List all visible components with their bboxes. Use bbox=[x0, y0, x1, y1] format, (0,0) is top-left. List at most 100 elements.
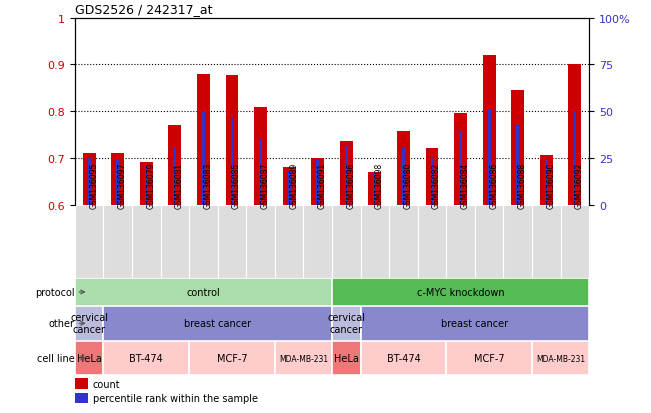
FancyBboxPatch shape bbox=[75, 278, 332, 306]
Text: other: other bbox=[49, 318, 75, 328]
FancyBboxPatch shape bbox=[361, 306, 589, 341]
Bar bbox=[545, 161, 547, 205]
Bar bbox=[488, 109, 491, 205]
Text: count: count bbox=[93, 379, 120, 389]
FancyBboxPatch shape bbox=[532, 205, 561, 278]
Bar bbox=[374, 173, 376, 205]
FancyBboxPatch shape bbox=[246, 205, 275, 278]
Text: GSM136092: GSM136092 bbox=[575, 163, 584, 209]
Bar bbox=[540, 156, 553, 205]
FancyBboxPatch shape bbox=[189, 341, 275, 375]
Bar bbox=[75, 393, 88, 403]
FancyBboxPatch shape bbox=[332, 278, 589, 306]
Bar bbox=[459, 132, 462, 205]
Bar bbox=[516, 126, 519, 205]
Bar bbox=[202, 112, 205, 205]
Bar bbox=[169, 126, 181, 205]
FancyBboxPatch shape bbox=[132, 205, 161, 278]
Text: GSM136079: GSM136079 bbox=[146, 162, 156, 209]
Bar bbox=[574, 112, 576, 205]
Bar bbox=[345, 147, 348, 205]
FancyBboxPatch shape bbox=[361, 341, 447, 375]
Bar bbox=[368, 172, 381, 205]
Text: cervical
cancer: cervical cancer bbox=[70, 313, 108, 334]
Text: percentile rank within the sample: percentile rank within the sample bbox=[93, 393, 258, 403]
Text: control: control bbox=[187, 287, 220, 297]
FancyBboxPatch shape bbox=[75, 341, 104, 375]
Text: GSM136096: GSM136096 bbox=[346, 162, 355, 209]
Text: GSM136095: GSM136095 bbox=[89, 162, 98, 209]
Text: MDA-MB-231: MDA-MB-231 bbox=[536, 354, 585, 363]
Text: GSM136091: GSM136091 bbox=[318, 163, 327, 209]
Bar bbox=[117, 161, 119, 205]
FancyBboxPatch shape bbox=[104, 205, 132, 278]
Text: MCF-7: MCF-7 bbox=[474, 353, 505, 363]
Bar bbox=[197, 74, 210, 205]
Text: GSM136090: GSM136090 bbox=[546, 162, 555, 209]
FancyBboxPatch shape bbox=[532, 341, 589, 375]
Bar bbox=[140, 163, 153, 205]
Bar bbox=[226, 76, 238, 205]
Bar bbox=[145, 165, 148, 205]
Bar bbox=[483, 56, 495, 205]
FancyBboxPatch shape bbox=[332, 205, 361, 278]
FancyBboxPatch shape bbox=[217, 205, 246, 278]
Bar bbox=[259, 140, 262, 205]
Text: HeLa: HeLa bbox=[334, 353, 359, 363]
FancyBboxPatch shape bbox=[75, 205, 104, 278]
FancyBboxPatch shape bbox=[389, 205, 418, 278]
Bar bbox=[316, 161, 319, 205]
FancyBboxPatch shape bbox=[161, 205, 189, 278]
Bar bbox=[83, 154, 96, 205]
Text: BT-474: BT-474 bbox=[387, 353, 421, 363]
Bar bbox=[568, 65, 581, 205]
FancyBboxPatch shape bbox=[447, 205, 475, 278]
FancyBboxPatch shape bbox=[447, 341, 532, 375]
FancyBboxPatch shape bbox=[503, 205, 532, 278]
Bar bbox=[397, 131, 410, 205]
Text: GDS2526 / 242317_at: GDS2526 / 242317_at bbox=[75, 3, 212, 16]
Text: breast cancer: breast cancer bbox=[184, 318, 251, 328]
FancyBboxPatch shape bbox=[418, 205, 447, 278]
Bar bbox=[402, 149, 405, 205]
Bar bbox=[111, 154, 124, 205]
FancyBboxPatch shape bbox=[332, 306, 361, 341]
FancyBboxPatch shape bbox=[303, 205, 332, 278]
FancyBboxPatch shape bbox=[104, 306, 332, 341]
Text: GSM136083: GSM136083 bbox=[203, 163, 212, 209]
Bar bbox=[430, 159, 434, 205]
Bar bbox=[426, 148, 438, 205]
Text: GSM136089: GSM136089 bbox=[289, 163, 298, 209]
FancyBboxPatch shape bbox=[275, 205, 303, 278]
Text: cervical
cancer: cervical cancer bbox=[327, 313, 365, 334]
Text: c-MYC knockdown: c-MYC knockdown bbox=[417, 287, 505, 297]
Bar bbox=[75, 378, 88, 389]
FancyBboxPatch shape bbox=[104, 341, 189, 375]
Bar bbox=[230, 119, 234, 205]
Text: GSM136081: GSM136081 bbox=[175, 163, 184, 209]
FancyBboxPatch shape bbox=[75, 306, 104, 341]
FancyBboxPatch shape bbox=[275, 341, 332, 375]
Bar bbox=[283, 168, 296, 205]
Text: GSM136085: GSM136085 bbox=[232, 163, 241, 209]
Bar bbox=[254, 108, 267, 205]
Bar bbox=[311, 159, 324, 205]
FancyBboxPatch shape bbox=[361, 205, 389, 278]
Text: GSM136088: GSM136088 bbox=[518, 163, 527, 209]
Bar bbox=[173, 149, 176, 205]
Text: protocol: protocol bbox=[35, 287, 75, 297]
Bar bbox=[340, 142, 353, 205]
Text: breast cancer: breast cancer bbox=[441, 318, 508, 328]
Text: GSM136087: GSM136087 bbox=[260, 163, 270, 209]
Text: HeLa: HeLa bbox=[77, 353, 102, 363]
Bar bbox=[454, 114, 467, 205]
FancyBboxPatch shape bbox=[189, 205, 217, 278]
FancyBboxPatch shape bbox=[332, 341, 361, 375]
FancyBboxPatch shape bbox=[561, 205, 589, 278]
Text: BT-474: BT-474 bbox=[130, 353, 163, 363]
FancyBboxPatch shape bbox=[475, 205, 503, 278]
Text: GSM136097: GSM136097 bbox=[118, 162, 127, 209]
Text: GSM136082: GSM136082 bbox=[432, 163, 441, 209]
Bar bbox=[511, 91, 524, 205]
Text: GSM136098: GSM136098 bbox=[375, 163, 384, 209]
